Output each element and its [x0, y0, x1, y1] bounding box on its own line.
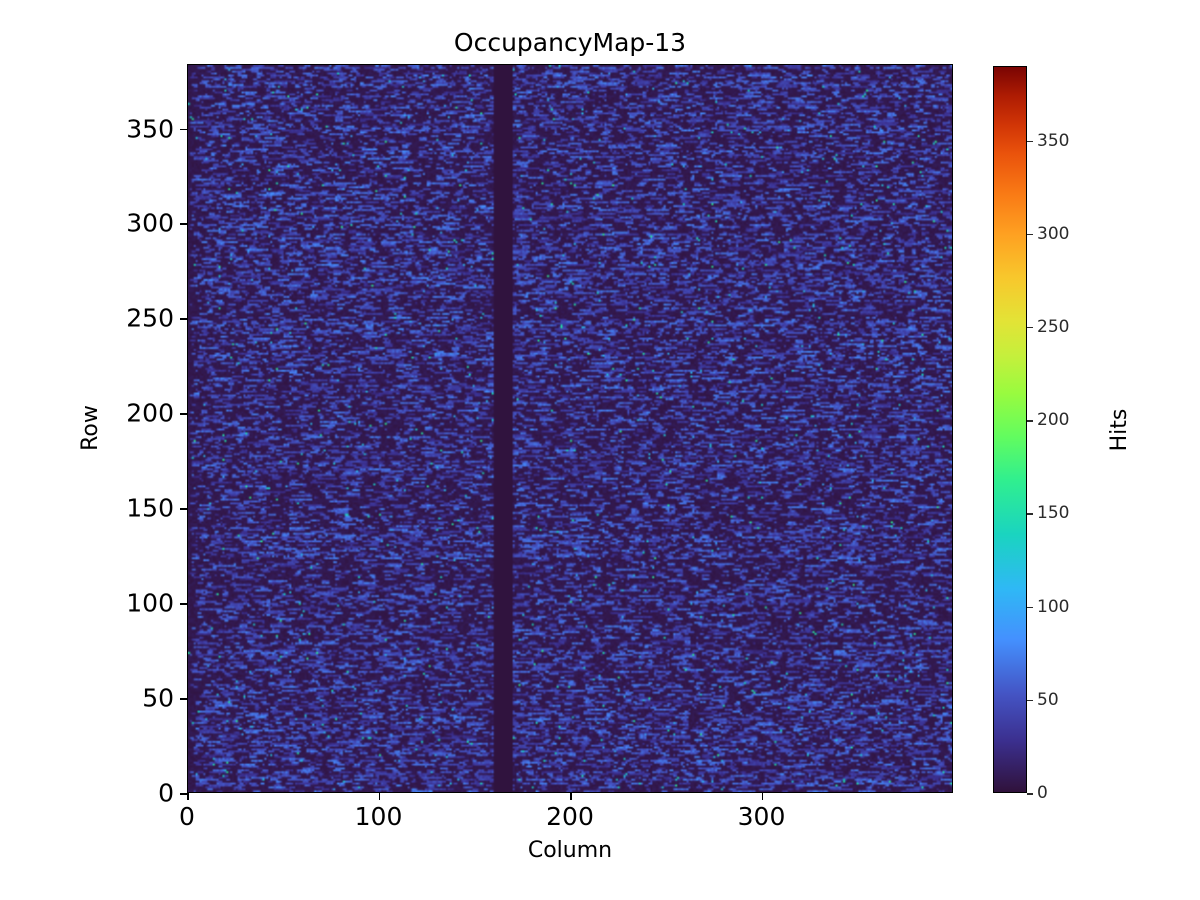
y-tick-label-box: 150 — [84, 494, 174, 537]
colorbar-tick-label: 250 — [1037, 316, 1070, 337]
y-tick-label: 350 — [126, 114, 174, 144]
y-tick-label-box: 300 — [84, 209, 174, 252]
y-tick-label-box: 50 — [84, 684, 174, 727]
y-tick-mark — [180, 318, 187, 320]
colorbar-tick-label: 300 — [1037, 223, 1070, 244]
y-tick-label: 100 — [126, 588, 174, 618]
y-tick-label: 0 — [158, 778, 174, 808]
y-tick-label-box: 250 — [84, 304, 174, 347]
y-tick-label: 300 — [126, 208, 174, 238]
colorbar-tick-label: 0 — [1037, 783, 1048, 803]
colorbar-label: Hits — [1107, 408, 1132, 452]
x-tick-mark — [761, 793, 764, 800]
x-axis-label: Column — [527, 838, 613, 863]
colorbar-tick-mark — [1027, 233, 1033, 236]
y-tick-label: 250 — [126, 303, 174, 333]
y-tick-mark — [180, 223, 187, 226]
y-tick-label-box: 100 — [84, 589, 174, 632]
y-tick-label: 200 — [126, 398, 174, 428]
colorbar-tick-label: 200 — [1037, 410, 1070, 431]
y-tick-label: 50 — [142, 683, 174, 713]
colorbar-tick-label: 50 — [1037, 689, 1059, 710]
x-tick-label: 0 — [179, 802, 195, 831]
y-tick-mark — [180, 413, 187, 415]
x-tick-label: 100 — [354, 802, 403, 831]
colorbar-tick-mark — [1027, 326, 1033, 329]
x-tick-mark — [187, 793, 189, 800]
colorbar-tick-mark — [1027, 699, 1033, 702]
y-tick-label-box: 0 — [84, 779, 174, 822]
x-tick-mark — [378, 793, 381, 800]
colorbar-tick-label: 150 — [1037, 503, 1070, 524]
x-tick-label: 300 — [737, 802, 786, 831]
y-tick-label-box: 350 — [84, 114, 174, 158]
y-axis-label: Row — [78, 405, 103, 451]
y-tick-label: 150 — [126, 493, 174, 523]
y-tick-mark — [180, 128, 187, 131]
y-tick-label-box: 200 — [84, 399, 174, 442]
y-tick-mark — [180, 793, 187, 795]
colorbar[interactable] — [993, 66, 1027, 793]
y-tick-mark — [180, 603, 187, 605]
colorbar-tick-mark — [1027, 606, 1033, 609]
colorbar-tick-mark — [1027, 420, 1033, 422]
colorbar-tick-label: 100 — [1037, 596, 1070, 617]
heatmap-plot-area[interactable] — [187, 64, 953, 793]
y-tick-mark — [180, 508, 187, 510]
x-tick-mark — [570, 793, 572, 800]
colorbar-tick-mark — [1027, 513, 1033, 515]
chart-title: OccupancyMap-13 — [453, 28, 687, 57]
heatmap-image — [188, 65, 952, 792]
colorbar-tick-label: 350 — [1037, 130, 1070, 151]
colorbar-tick-mark — [1027, 793, 1033, 795]
y-tick-mark — [180, 698, 187, 700]
colorbar-tick-mark — [1027, 140, 1033, 143]
x-tick-label: 200 — [546, 802, 594, 831]
